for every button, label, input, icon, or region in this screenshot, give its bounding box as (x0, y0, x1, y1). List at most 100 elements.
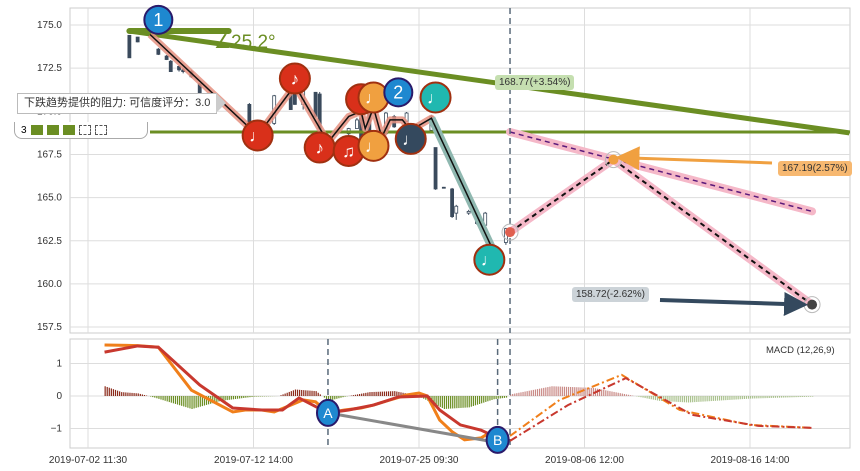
forecast-point (807, 299, 818, 310)
macd-histogram-bar (183, 396, 185, 407)
macd-histogram-bar (621, 393, 623, 396)
macd-histogram-bar (710, 396, 712, 402)
macd-histogram-bar (609, 391, 611, 396)
macd-histogram-bar (174, 396, 177, 404)
forecast-path (509, 158, 813, 306)
pattern-marker-label: 2 (393, 82, 403, 102)
macd-histogram-bar (385, 391, 388, 396)
macd-histogram-bar (619, 393, 621, 396)
macd-histogram-bar (514, 393, 516, 396)
macd-histogram-bar (441, 396, 443, 408)
macd-panel-frame (69, 338, 851, 449)
macd-histogram-bar (435, 396, 437, 405)
macd-histogram-bar (150, 396, 152, 397)
macd-histogram-bar (319, 394, 321, 396)
macd-histogram-bar (650, 396, 652, 400)
macd-histogram-bar (247, 396, 249, 398)
macd-histogram-bar (512, 393, 514, 396)
macd-histogram-bar (309, 390, 311, 396)
macd-histogram-bar (114, 389, 117, 396)
macd-histogram-bar (106, 386, 108, 396)
macd-histogram-bar (342, 396, 344, 398)
forecast-point (608, 154, 619, 165)
macd-histogram-bar (137, 393, 139, 396)
macd-histogram-bar (590, 387, 592, 396)
macd-histogram-bar (493, 396, 495, 400)
macd-histogram-bar (663, 396, 665, 402)
macd-histogram-bar (154, 396, 156, 398)
candle-body (247, 103, 252, 124)
x-tick-label: 2019-08-16 14:00 (711, 455, 790, 466)
macd-histogram-bar (129, 392, 131, 396)
macd-histogram-bar (630, 395, 632, 396)
macd-histogram-bar (191, 396, 193, 409)
macd-histogram-bar (776, 396, 779, 398)
macd-histogram-bar (470, 396, 472, 407)
macd-histogram-bar (727, 396, 729, 401)
macd-histogram-bar (572, 387, 574, 396)
macd-histogram-bar (522, 391, 524, 396)
x-tick-label: 2019-07-12 14:00 (214, 455, 293, 466)
macd-histogram-bar (125, 392, 127, 396)
forecast-start-point (505, 227, 516, 238)
macd-histogram-bar (245, 396, 247, 398)
macd-histogram-bar (447, 396, 450, 409)
macd-histogram-bar (538, 388, 541, 396)
pattern-marker-label: ♩ (249, 126, 266, 145)
rating-star-icon (62, 125, 75, 135)
macd-histogram-bar (332, 396, 334, 400)
forecast-label-low: 158.72(-2.62%) (572, 287, 649, 302)
macd-histogram-bar (141, 394, 143, 396)
macd-histogram-bar (754, 396, 756, 399)
macd-histogram-bar (305, 390, 307, 396)
macd-histogram-bar (172, 396, 175, 404)
macd-histogram-bar (555, 386, 557, 396)
macd-histogram-bar (541, 388, 543, 396)
macd-histogram-bar (491, 396, 493, 400)
macd-histogram-bar (499, 396, 501, 399)
resistance-tooltip: 下跌趋势提供的阻力: 可信度评分：3.0 (17, 93, 227, 114)
macd-histogram-bar (675, 396, 677, 402)
macd-histogram-bar (791, 396, 793, 398)
macd-histogram-bar (236, 396, 239, 399)
macd-histogram-bar (185, 396, 187, 408)
macd-histogram-bar (398, 391, 400, 396)
macd-histogram-bar (483, 396, 485, 403)
macd-histogram-bar (299, 389, 301, 396)
macd-histogram-bar (121, 392, 123, 396)
candle-body (441, 186, 446, 189)
macd-histogram-bar (354, 394, 357, 396)
macd-histogram-bar (456, 396, 458, 409)
macd-histogram-bar (520, 392, 522, 396)
macd-histogram-bar (793, 396, 795, 398)
macd-histogram-bar (116, 390, 119, 396)
candle-body (135, 36, 140, 43)
angle-label: ∠25.2° (214, 32, 276, 53)
macd-histogram-bar (745, 396, 748, 399)
macd-histogram-bar (330, 396, 332, 401)
macd-histogram-bar (561, 386, 563, 396)
macd-histogram-bar (692, 396, 694, 403)
macd-histogram-bar (586, 387, 588, 396)
macd-histogram-bar (193, 396, 195, 409)
macd-histogram-bar (778, 396, 781, 398)
macd-histogram-bar (687, 396, 690, 403)
macd-histogram-bar (524, 391, 526, 396)
macd-histogram-bar (439, 396, 441, 407)
rating-star-empty-icon (94, 125, 107, 135)
macd-histogram-bar (718, 396, 721, 401)
macd-histogram-bar (325, 396, 328, 400)
macd-histogram-bar (764, 396, 766, 399)
macd-histogram-bar (383, 391, 386, 396)
macd-histogram-bar (216, 396, 218, 403)
arrow-to-mid-target (615, 146, 773, 171)
macd-histogram-bar (104, 386, 106, 396)
macd-histogram-bar (162, 396, 164, 401)
macd-histogram-bar (108, 387, 110, 396)
macd-histogram-bar (379, 391, 381, 396)
macd-histogram-bar (807, 396, 810, 397)
macd-histogram-bar (222, 396, 224, 401)
macd-histogram-bar (565, 386, 568, 396)
macd-histogram-bar (367, 392, 369, 396)
rating-star-empty-icon (78, 125, 91, 135)
